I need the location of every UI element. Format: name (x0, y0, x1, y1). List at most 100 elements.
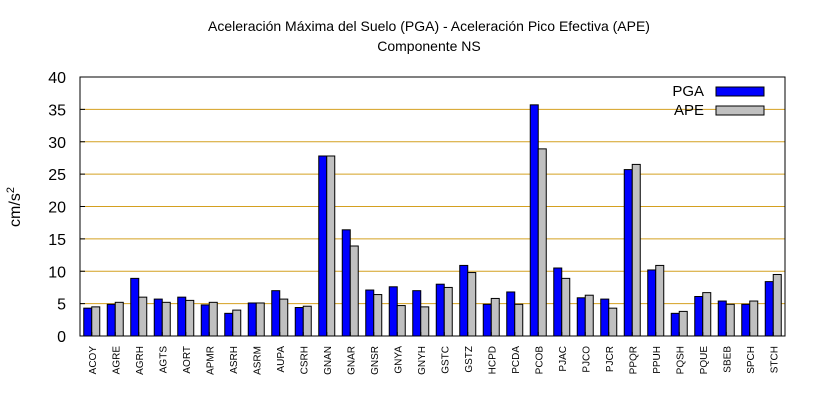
bar-ape-ppqr (631, 163, 641, 337)
bar-pga-agts (153, 298, 163, 337)
y-tick-label: 5 (57, 297, 66, 314)
y-tick-label: 40 (48, 70, 66, 87)
chart-title: Aceleración Máxima del Suelo (PGA) - Ace… (208, 18, 650, 34)
y-axis-ticks: 0 5 10 15 20 25 30 35 40 (48, 70, 85, 346)
bar-ape-agre (114, 301, 124, 337)
x-tick-label: GNAN (323, 346, 334, 375)
y-tick-label: 35 (48, 102, 66, 119)
bar-ape-pjco (584, 294, 594, 337)
bar-pga-gnyh (412, 290, 422, 337)
x-tick-label: PQSH (675, 346, 686, 374)
bar-pga-acoy (83, 307, 93, 337)
bar-pga-spch (741, 303, 751, 337)
bar-pga-pjcr (600, 298, 610, 337)
y-axis-label: cm/s2 (5, 187, 24, 227)
bar-ape-ppuh (655, 264, 665, 337)
bar-pga-gstc (435, 283, 445, 337)
x-tick-label: CSRH (299, 346, 310, 374)
y-tick-label: 15 (48, 232, 66, 249)
bar-ape-hcpd (490, 297, 500, 337)
x-tick-label: PQUE (699, 346, 710, 375)
x-tick-label: SBEB (722, 346, 733, 373)
bar-pga-csrh (294, 307, 304, 337)
y-tick-label: 0 (57, 329, 66, 346)
bar-ape-gnan (326, 155, 336, 337)
bar-pga-pqsh (670, 312, 680, 337)
bar-pga-aort (177, 296, 187, 337)
bar-ape-pjac (561, 277, 571, 337)
bar-pga-asrh (224, 312, 234, 337)
bar-pga-asrm (247, 302, 257, 337)
legend-label-pga: PGA (672, 83, 704, 100)
bar-pga-pjac (553, 267, 563, 337)
x-tick-label: AUPA (276, 346, 287, 373)
bar-ape-gstc (443, 286, 453, 337)
x-tick-label: GNSR (370, 346, 381, 375)
bar-pga-pcob (529, 104, 539, 337)
bar-ape-gstz (467, 272, 477, 337)
bar-ape-pque (702, 292, 712, 337)
bar-ape-aort (185, 299, 195, 337)
bar-pga-pque (694, 296, 704, 337)
x-tick-label: PCOB (534, 346, 545, 375)
y-tick-label: 25 (48, 167, 66, 184)
x-tick-label: AGTS (158, 346, 169, 374)
bar-ape-gnar (349, 245, 359, 337)
bar-pga-gnan (318, 155, 328, 337)
x-tick-label: AGRE (111, 346, 122, 375)
legend: PGA APE (672, 83, 765, 119)
x-tick-label: SPCH (746, 346, 757, 374)
x-axis-ticks: ACOY AGRE AGRH AGTS AORT APMR ASRH ASRM AUPA CSRH… (88, 332, 780, 375)
x-tick-label: GNAR (346, 346, 357, 375)
x-tick-label: APMR (205, 346, 216, 375)
x-tick-label: PJAC (558, 346, 569, 372)
x-tick-label: GSTC (440, 346, 451, 374)
legend-label-ape: APE (674, 102, 704, 119)
x-tick-label: ASRH (229, 346, 240, 374)
bar-pga-ppqr (623, 169, 633, 337)
bar-pga-gnar (341, 229, 351, 337)
bar-pga-ppuh (647, 269, 657, 337)
chart-subtitle: Componente NS (377, 38, 481, 54)
bars (83, 104, 782, 337)
bar-ape-aupa (279, 298, 289, 337)
bar-ape-agts (161, 301, 171, 337)
x-tick-label: STCH (769, 346, 780, 373)
x-tick-label: GNYA (393, 346, 404, 374)
x-tick-label: PPQR (628, 346, 639, 374)
legend-swatch-ape (715, 105, 765, 116)
bar-ape-asrh (232, 309, 242, 337)
bar-ape-gnyh (420, 306, 430, 337)
bar-ape-gnsr (373, 294, 383, 337)
bar-pga-agrh (130, 277, 140, 337)
bar-ape-pjcr (608, 307, 618, 337)
bar-pga-apmr (200, 304, 210, 337)
y-tick-label: 20 (48, 200, 66, 217)
bar-pga-gnsr (365, 289, 375, 337)
bar-pga-hcpd (482, 303, 492, 337)
bar-pga-stch (764, 281, 774, 337)
bar-pga-pcda (506, 291, 516, 337)
x-tick-label: HCPD (487, 346, 498, 374)
bar-ape-acoy (91, 306, 101, 337)
x-tick-label: AORT (182, 346, 193, 374)
bar-ape-stch (772, 273, 782, 337)
x-tick-label: GNYH (417, 346, 428, 375)
bar-pga-gstz (459, 264, 469, 337)
bar-ape-sbeb (725, 303, 735, 337)
y-axis-label-superscript: 2 (5, 187, 17, 193)
bar-ape-pcob (537, 148, 547, 337)
bar-ape-pqsh (678, 310, 688, 337)
x-tick-label: AGRH (135, 346, 146, 375)
x-tick-label: ACOY (88, 346, 99, 375)
bar-ape-csrh (302, 305, 312, 337)
bar-pga-gnya (388, 286, 398, 337)
bar-pga-sbeb (717, 300, 727, 337)
legend-swatch-pga (715, 86, 765, 97)
y-tick-label: 10 (48, 264, 66, 281)
x-tick-label: PPUH (652, 346, 663, 374)
bar-ape-agrh (138, 296, 148, 337)
y-tick-label: 30 (48, 135, 66, 152)
bar-pga-agre (106, 303, 116, 337)
